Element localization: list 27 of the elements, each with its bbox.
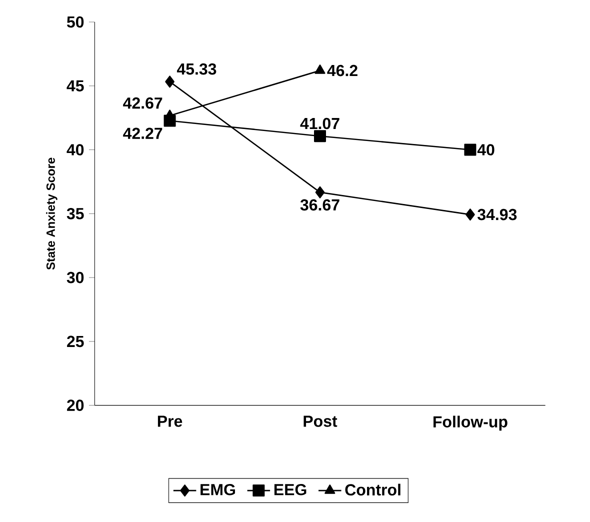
y-tick-label: 20 <box>67 400 84 411</box>
point <box>165 76 174 88</box>
legend-label: EEG <box>274 484 306 496</box>
y-tick-label: 40 <box>66 144 84 156</box>
data-label: 46.2 <box>327 64 358 76</box>
y-tick-label: 25 <box>67 336 84 348</box>
data-label: 42.27 <box>123 128 162 139</box>
legend-label: Control <box>345 484 400 496</box>
data-label: 42.67 <box>123 97 162 109</box>
x-tick-label: Pre <box>158 416 182 427</box>
y-tick-label: 50 <box>66 16 84 28</box>
x-tick-label: Follow-up <box>434 416 508 431</box>
data-label: 34.93 <box>478 208 517 220</box>
y-tick-label: 35 <box>66 208 84 220</box>
point <box>464 144 476 156</box>
y-tick-label: 45 <box>66 80 84 92</box>
legend-label: EMG <box>200 484 235 496</box>
point <box>466 208 475 221</box>
y-axis-title: State Anxiety Score <box>46 158 58 270</box>
point <box>314 130 326 142</box>
data-label: 36.67 <box>300 199 340 211</box>
x-tick-label: Post <box>304 416 338 427</box>
data-label: 45.33 <box>176 63 216 75</box>
y-tick-label: 30 <box>66 272 84 284</box>
point <box>315 186 325 198</box>
data-label: 41.07 <box>300 118 340 130</box>
data-label: 40 <box>477 144 494 156</box>
